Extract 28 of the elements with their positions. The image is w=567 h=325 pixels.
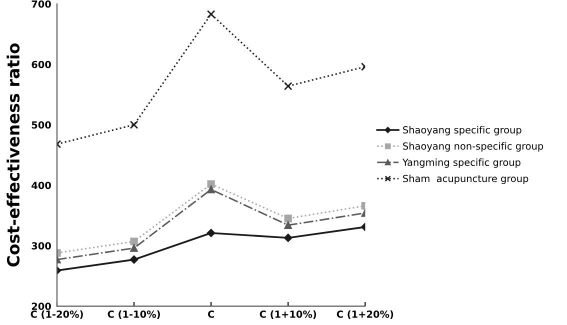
- x-tick-label: C: [208, 310, 214, 318]
- y-tick-label: 200: [32, 302, 51, 310]
- y-tick-label: 600: [32, 60, 51, 68]
- y-axis-title: Cost-effectiveness ratio: [6, 43, 20, 267]
- x-tick-label: C (1-20%): [30, 310, 83, 319]
- x-tick-label: C (1+20%): [336, 310, 394, 319]
- point: [206, 228, 216, 238]
- x-tick-label: C (1-10%): [108, 310, 160, 319]
- legend-label: Sham acupuncture group: [403, 174, 528, 184]
- point: [206, 10, 216, 18]
- point: [284, 221, 292, 229]
- point: [207, 180, 215, 188]
- legend-label: Shaoyang specific group: [403, 126, 522, 136]
- point: [207, 186, 215, 194]
- y-tick-label: 300: [32, 242, 51, 250]
- x-tick-label: C (1+10%): [260, 310, 316, 319]
- point: [284, 82, 292, 90]
- point: [284, 214, 292, 222]
- point: [130, 238, 138, 246]
- legend-label: Shaoyang non-specific group: [403, 142, 544, 152]
- legend-label: Yangming specific group: [402, 158, 520, 168]
- y-tick-label: 500: [32, 121, 51, 129]
- point: [284, 234, 292, 242]
- y-tick-label: 700: [32, 0, 51, 8]
- y-tick-label: 400: [32, 182, 51, 190]
- point: [130, 244, 138, 252]
- point: [130, 255, 138, 264]
- point: [130, 120, 138, 129]
